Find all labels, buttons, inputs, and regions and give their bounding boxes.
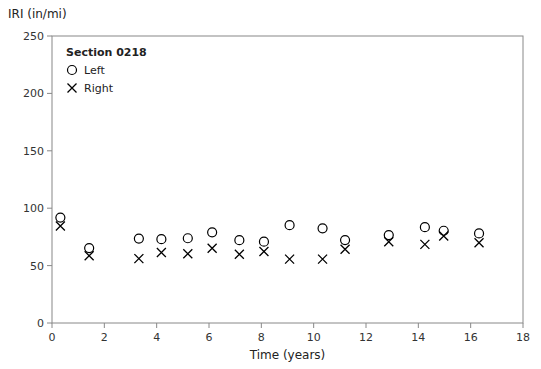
point (134, 234, 143, 243)
y-tick (47, 265, 52, 266)
y-tick (47, 93, 52, 94)
legend-label: Right (84, 82, 114, 95)
point (475, 229, 484, 238)
x-tick (470, 323, 471, 328)
y-tick-label: 50 (30, 260, 44, 273)
x-tick (523, 323, 524, 328)
legend-title: Section 0218 (66, 46, 147, 59)
point (420, 223, 429, 232)
x-tick (366, 323, 367, 328)
point (285, 221, 294, 230)
x-tick (418, 323, 419, 328)
x-tick (209, 323, 210, 328)
point (235, 250, 244, 259)
legend-symbol (68, 84, 77, 93)
point (318, 255, 327, 264)
point (439, 226, 448, 235)
chart: 0 2 4 6 8 10 12 14 16 18 0 50 100 150 200 250 Time (year… (0, 0, 541, 369)
x-tick-label: 0 (49, 331, 56, 344)
y-axis-label: IRI (in/mi) (8, 7, 67, 21)
point (157, 235, 166, 244)
point (134, 254, 143, 263)
point (56, 213, 65, 222)
y-tick-label: 100 (23, 202, 44, 215)
point (439, 231, 448, 240)
point (157, 248, 166, 257)
point (208, 228, 217, 237)
x-tick-label: 14 (411, 331, 425, 344)
point (235, 236, 244, 245)
point (285, 255, 294, 264)
point (420, 240, 429, 249)
x-tick (313, 323, 314, 328)
point (341, 236, 350, 245)
x-tick-label: 2 (101, 331, 108, 344)
x-tick-label: 6 (206, 331, 213, 344)
point (384, 237, 393, 246)
x-tick-label: 16 (464, 331, 478, 344)
point (208, 244, 217, 253)
y-tick (47, 323, 52, 324)
legend-symbol (68, 66, 77, 75)
point (183, 249, 192, 258)
x-tick (261, 323, 262, 328)
y-tick-label: 250 (23, 30, 44, 43)
y-tick (47, 36, 52, 37)
y-tick-label: 150 (23, 145, 44, 158)
x-tick-label: 8 (258, 331, 265, 344)
x-axis-label: Time (years) (249, 348, 326, 362)
x-tick (52, 323, 53, 328)
y-tick-label: 200 (23, 87, 44, 100)
point (85, 251, 94, 260)
point (259, 237, 268, 246)
point (259, 247, 268, 256)
points (56, 213, 484, 264)
legend: Section 0218 Left Right (66, 46, 147, 95)
plot-frame (52, 36, 523, 323)
point (56, 221, 65, 230)
point (85, 244, 94, 253)
x-tick-label: 4 (153, 331, 160, 344)
y-tick-label: 0 (37, 317, 44, 330)
point (341, 245, 350, 254)
point (318, 224, 327, 233)
x-tick-label: 10 (307, 331, 321, 344)
x-tick (104, 323, 105, 328)
x-tick-label: 12 (359, 331, 373, 344)
point (475, 238, 484, 247)
x-tick (156, 323, 157, 328)
x-tick-label: 18 (516, 331, 530, 344)
y-tick (47, 150, 52, 151)
point (183, 234, 192, 243)
legend-label: Left (84, 64, 105, 77)
y-tick (47, 208, 52, 209)
